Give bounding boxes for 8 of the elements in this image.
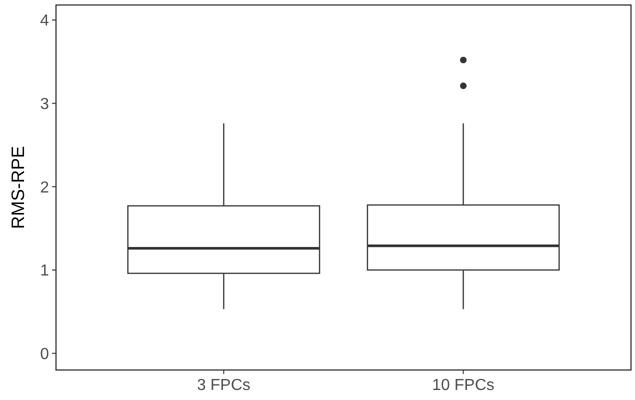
x-tick-label: 10 FPCs: [432, 377, 494, 394]
y-tick-label: 3: [40, 96, 50, 113]
y-axis-title: RMS-RPE: [8, 146, 28, 230]
y-tick-label: 1: [40, 262, 50, 280]
x-tick-label: 3 FPCs: [197, 377, 250, 394]
y-tick-label: 0: [40, 346, 50, 363]
y-tick-label: 4: [40, 12, 50, 30]
y-tick-label: 2: [40, 179, 50, 196]
